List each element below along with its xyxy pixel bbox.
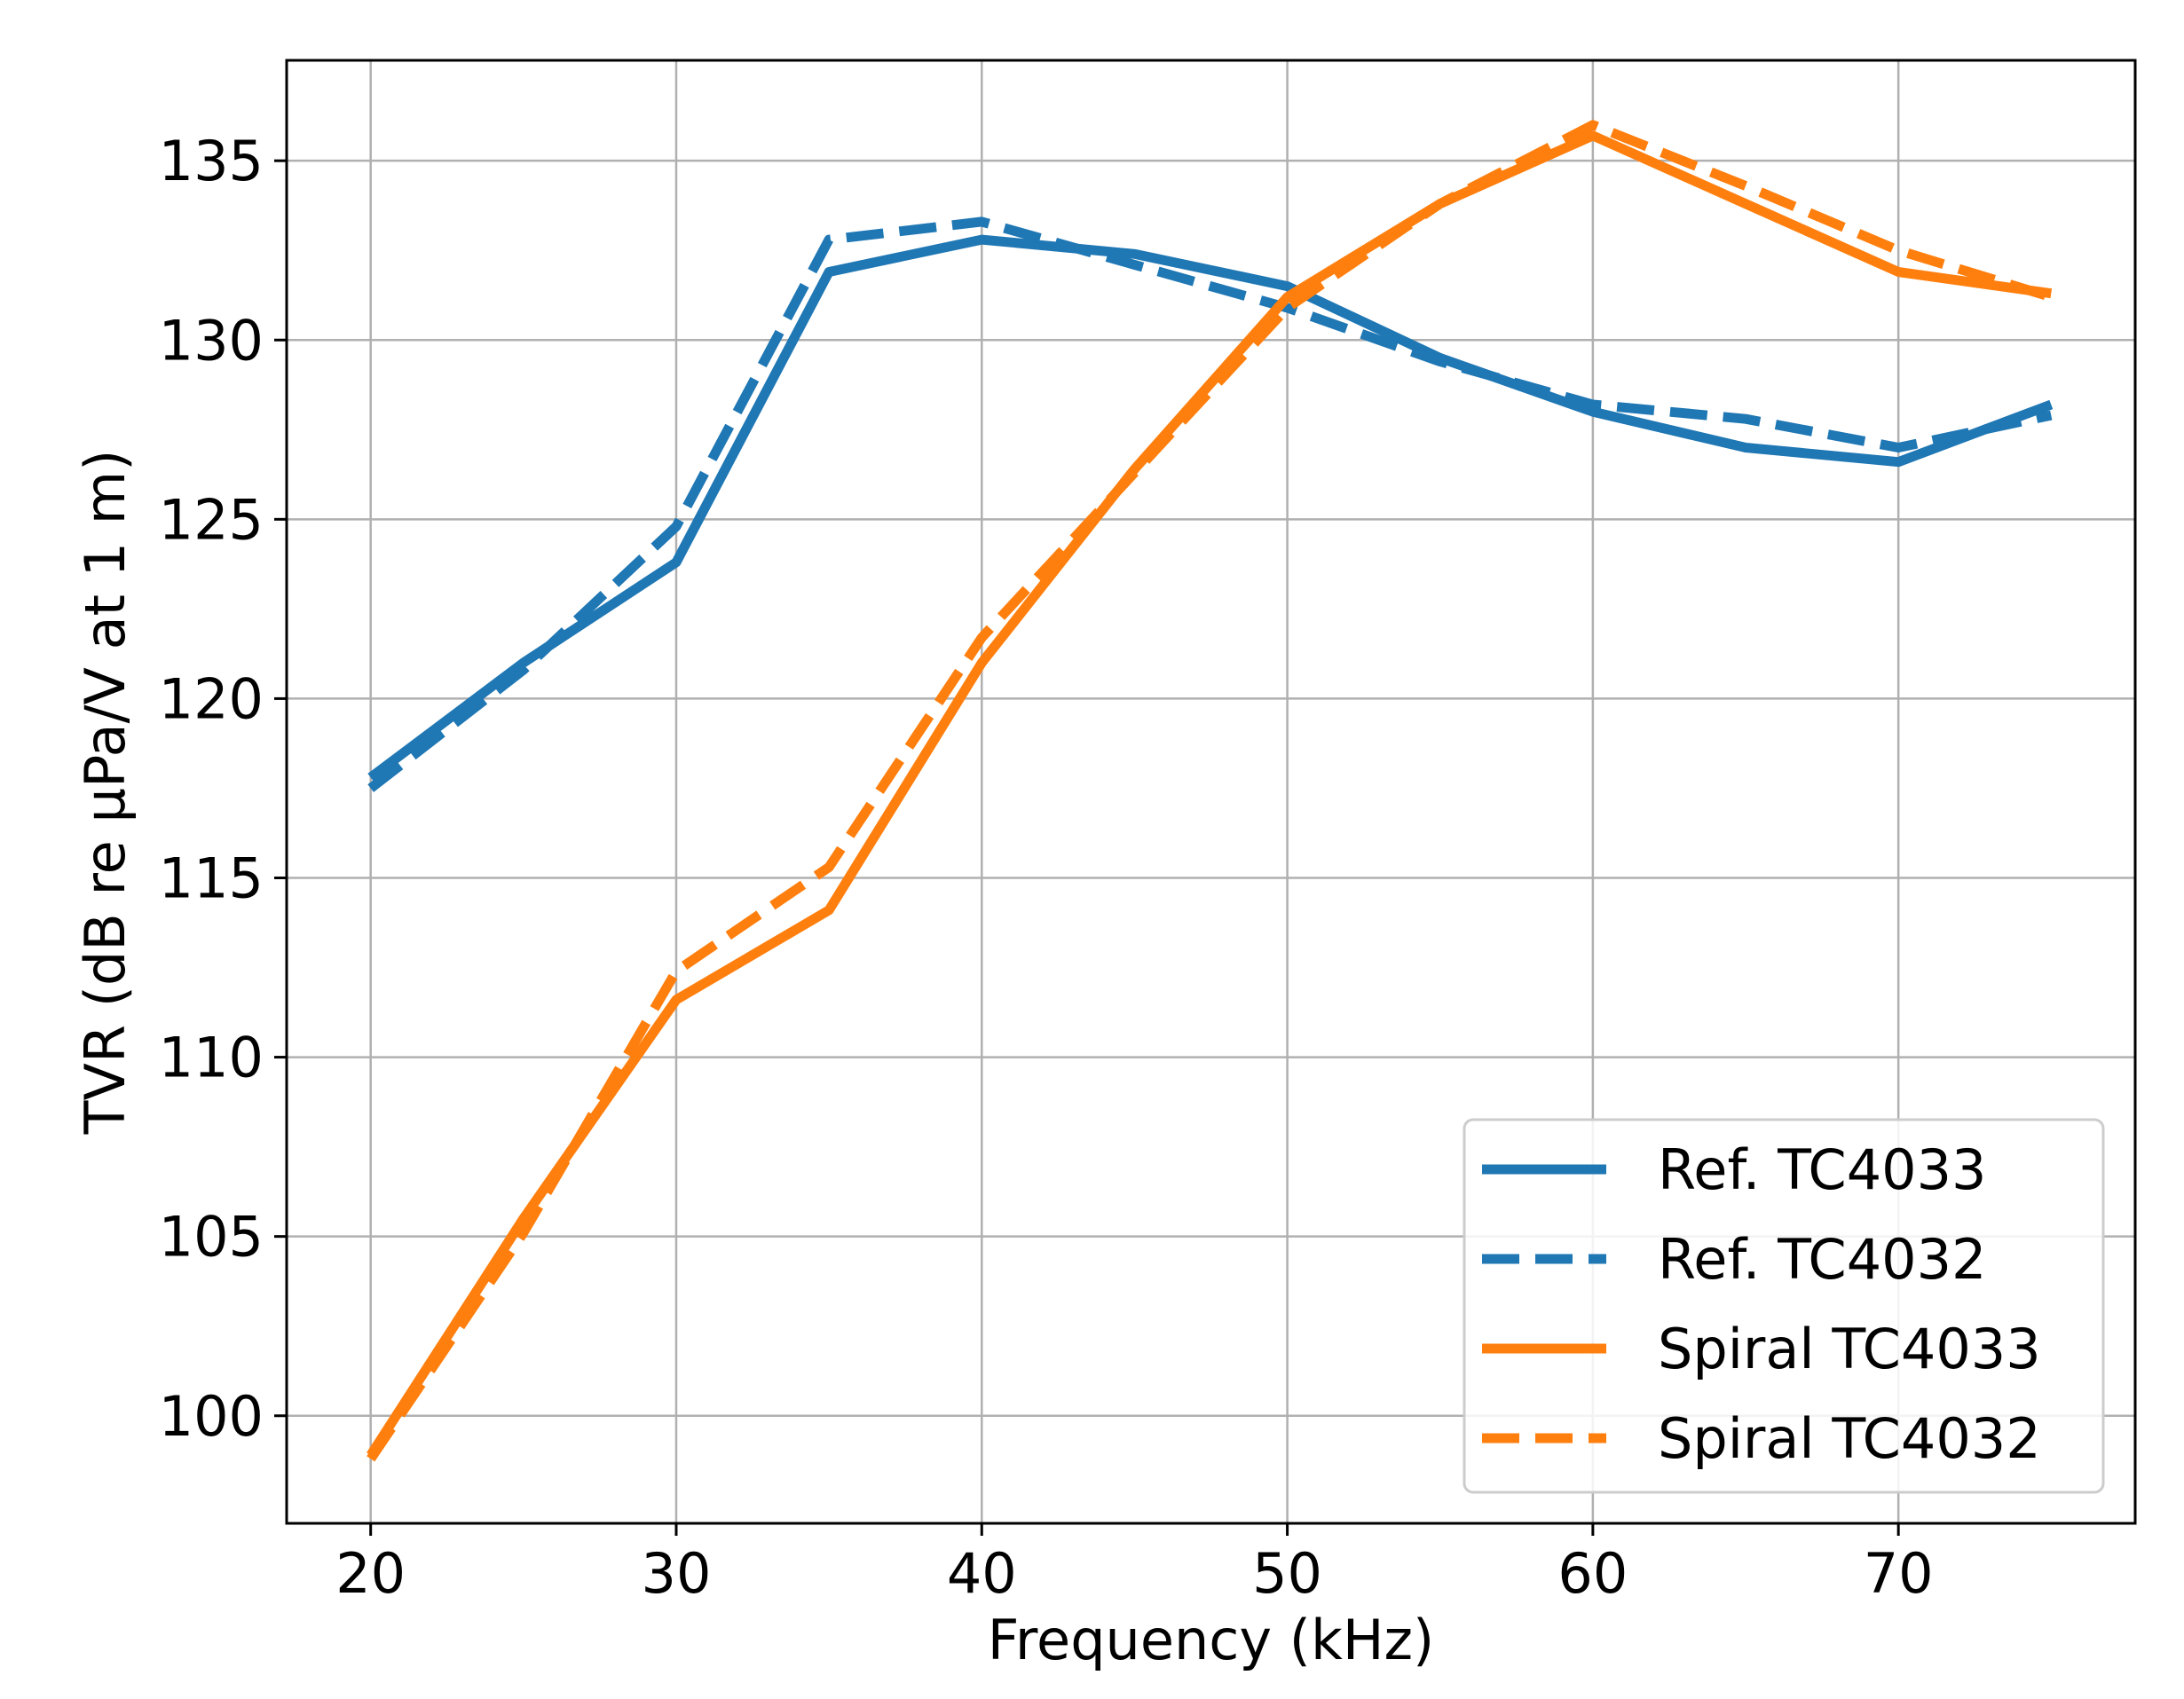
- axis-ticks: 20 30 40 50 60 70 100 105 110 115 120 125 130 135: [159, 129, 1934, 1606]
- x-axis-label: Frequency (kHz): [988, 1608, 1434, 1672]
- y-tick-label: 100: [159, 1384, 264, 1449]
- series-line-ref-tc4032: [367, 216, 2053, 792]
- legend-label: Ref. TC4032: [1658, 1227, 1987, 1292]
- x-tick-label: 40: [947, 1541, 1017, 1606]
- y-tick-label: 125: [159, 487, 264, 552]
- y-tick-label: 130: [159, 308, 264, 373]
- series-line-spiral-tc4032: [367, 120, 2053, 1462]
- plot-frame: [285, 59, 2137, 1525]
- grid-lines: [287, 60, 2135, 1523]
- x-tick-label: 50: [1252, 1541, 1322, 1606]
- x-tick-label: 60: [1557, 1541, 1628, 1606]
- x-tick-label: 70: [1864, 1541, 1934, 1606]
- x-tick-label: 30: [642, 1541, 712, 1606]
- series-line-ref-tc4033: [367, 234, 2054, 782]
- series-line-spiral-tc4033: [367, 130, 2053, 1459]
- legend-label: Spiral TC4032: [1658, 1406, 2041, 1471]
- legend-label: Ref. TC4033: [1658, 1137, 1987, 1202]
- legend-label: Spiral TC4033: [1658, 1317, 2041, 1381]
- y-tick-label: 135: [159, 129, 264, 193]
- y-axis-label: TVR (dB re µPa/V at 1 m): [73, 450, 138, 1136]
- legend-box: [1463, 1118, 2105, 1494]
- series-lines: [367, 120, 2054, 1462]
- legend: Ref. TC4033 Ref. TC4032 Spiral TC4033 Spira…: [1463, 1118, 2105, 1494]
- y-tick-label: 105: [159, 1205, 264, 1270]
- y-tick-label: 115: [159, 846, 264, 911]
- x-tick-label: 20: [335, 1541, 406, 1606]
- y-tick-label: 110: [159, 1026, 264, 1090]
- y-tick-label: 120: [159, 666, 264, 731]
